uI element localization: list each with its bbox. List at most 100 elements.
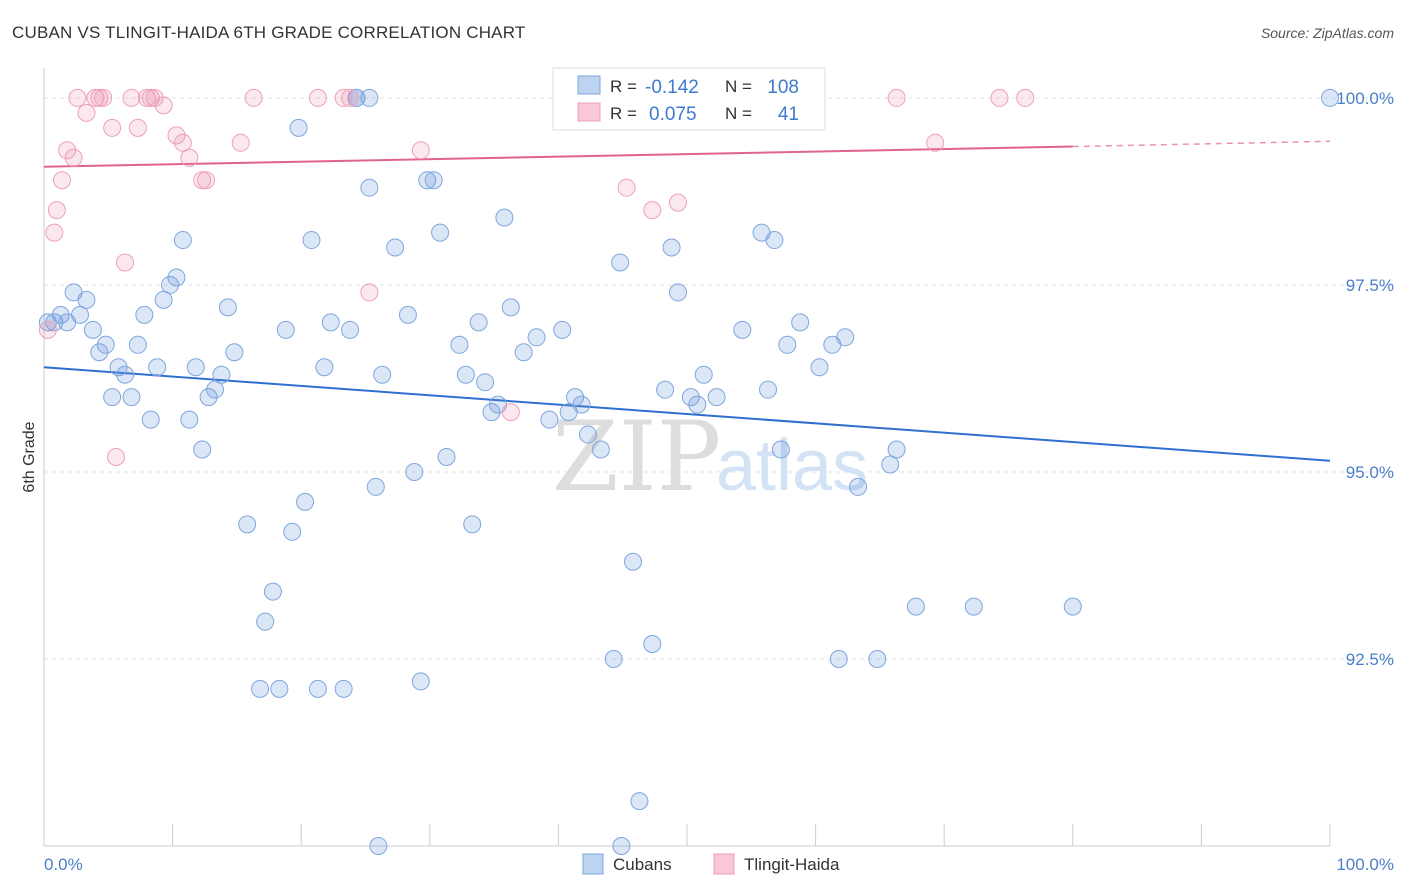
point-cubans (276, 320, 295, 339)
point-tlingit (231, 133, 250, 152)
point-tlingit (86, 88, 105, 107)
point-tlingit (103, 118, 122, 137)
point-cubans (398, 305, 417, 324)
point-cubans (437, 448, 456, 466)
point-cubans (283, 522, 302, 541)
point-cubans (161, 275, 180, 294)
legend-top: R = -0.142 N = 108 R = 0.075 N = 41 (552, 67, 826, 131)
watermark-atlas: atlas (716, 426, 868, 506)
point-cubans (765, 231, 784, 250)
point-cubans (1321, 88, 1339, 107)
point-cubans (251, 679, 270, 698)
point-tlingit (334, 88, 353, 107)
point-cubans (369, 837, 388, 855)
trend-lines (43, 140, 1331, 462)
legend-bottom-label-cubans: Cubans (613, 855, 672, 874)
point-cubans (302, 231, 321, 250)
legend-r-label-tlingit: R = (610, 104, 637, 123)
point-cubans (77, 290, 96, 309)
point-cubans (733, 320, 752, 339)
point-cubans (778, 335, 797, 354)
y-tick-label: 100.0% (1336, 89, 1394, 108)
legend-n-label-tlingit: N = (725, 104, 752, 123)
point-tlingit (668, 193, 687, 212)
point-cubans (829, 649, 848, 668)
point-cubans (109, 358, 128, 377)
point-cubans (591, 440, 610, 459)
point-cubans (173, 231, 192, 250)
point-cubans (315, 358, 334, 377)
point-cubans (810, 358, 829, 377)
trend-line-tlingit-extension (1072, 140, 1331, 148)
point-cubans (759, 380, 778, 399)
point-cubans (334, 679, 353, 698)
y-tick-labels: 92.5% 95.0% 97.5% 100.0% (1336, 89, 1394, 669)
legend-bottom: Cubans Tlingit-Haida (582, 853, 840, 875)
point-cubans (366, 477, 385, 496)
point-tlingit (38, 320, 57, 339)
point-cubans (906, 597, 925, 616)
point-cubans (96, 335, 115, 354)
point-cubans (707, 388, 726, 407)
point-cubans (308, 679, 327, 698)
point-cubans (612, 837, 631, 855)
point-tlingit (244, 88, 263, 107)
point-cubans (424, 171, 443, 190)
point-cubans (289, 118, 308, 137)
point-cubans (270, 679, 289, 698)
point-cubans (199, 388, 218, 407)
point-cubans (360, 88, 379, 107)
point-tlingit (197, 171, 216, 190)
point-cubans (206, 380, 225, 399)
point-cubans (514, 343, 533, 362)
point-tlingit (145, 88, 164, 107)
point-cubans (128, 335, 147, 354)
point-cubans (476, 373, 495, 392)
point-cubans (604, 649, 623, 668)
point-cubans (668, 283, 687, 302)
point-tlingit (45, 223, 64, 242)
point-cubans (405, 462, 424, 481)
x-tick-label-max: 100.0% (1336, 855, 1394, 874)
legend-n-value-cubans: 108 (767, 77, 799, 98)
chart-source: Source: ZipAtlas.com (1261, 25, 1394, 41)
point-tlingit (122, 88, 141, 107)
point-tlingit (926, 133, 945, 152)
point-cubans (263, 582, 282, 601)
point-cubans (256, 612, 275, 631)
point-cubans (341, 320, 360, 339)
point-cubans (122, 388, 141, 407)
point-cubans (868, 649, 887, 668)
legend-bottom-swatch-tlingit (713, 853, 735, 875)
point-cubans (225, 343, 244, 362)
point-cubans (694, 365, 713, 384)
point-cubans (578, 425, 597, 444)
y-axis-label: 6th Grade (21, 421, 38, 492)
point-tlingit (128, 118, 147, 137)
point-cubans (623, 552, 642, 571)
point-cubans (771, 440, 790, 459)
legend-r-label-cubans: R = (610, 77, 637, 96)
point-cubans (836, 328, 855, 347)
point-tlingit (1016, 88, 1035, 107)
point-tlingit (94, 88, 113, 107)
point-cubans (463, 515, 482, 534)
legend-r-value-tlingit: 0.075 (649, 104, 697, 125)
point-tlingit (193, 171, 212, 190)
point-cubans (103, 388, 122, 407)
point-cubans (90, 343, 109, 362)
point-cubans (373, 365, 392, 384)
legend-bottom-swatch-cubans (582, 853, 604, 875)
point-cubans (116, 365, 135, 384)
point-tlingit (173, 133, 192, 152)
watermark-zip: ZIP (552, 401, 721, 513)
point-cubans (141, 410, 160, 429)
point-tlingit (90, 88, 109, 107)
point-cubans (643, 635, 662, 654)
point-cubans (501, 298, 520, 317)
point-cubans (186, 358, 205, 377)
x-ticks (43, 824, 1331, 846)
point-tlingit (501, 403, 520, 422)
point-cubans (566, 388, 585, 407)
